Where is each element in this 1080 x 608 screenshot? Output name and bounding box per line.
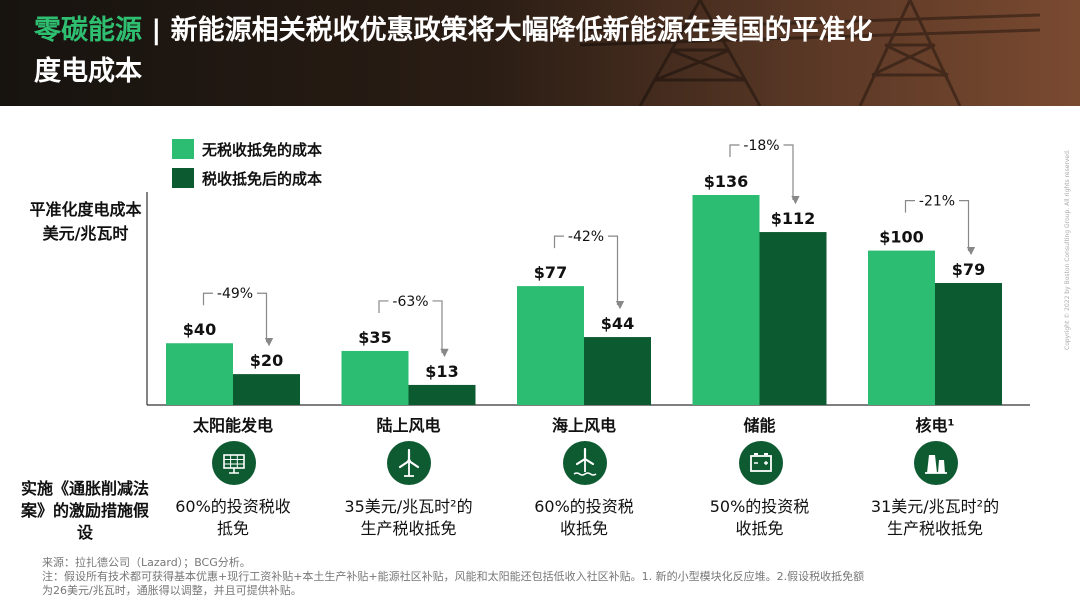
policy-line1-4: 31美元/兆瓦时²的 bbox=[870, 497, 1000, 516]
bar-after-0 bbox=[233, 374, 300, 405]
title-separator: | bbox=[142, 15, 171, 46]
value-label-before-0: $40 bbox=[183, 320, 216, 339]
category-label-4: 核电¹ bbox=[915, 416, 955, 435]
value-label-after-1: $13 bbox=[425, 362, 458, 381]
policy-text-4: 31美元/兆瓦时²的 生产税收抵免 bbox=[850, 496, 1020, 540]
policy-line2-4: 生产税收抵免 bbox=[886, 519, 983, 538]
change-label-4: -21% bbox=[919, 194, 955, 210]
bar-before-4 bbox=[868, 250, 935, 405]
legend-item-before: 无税收抵免的成本 bbox=[172, 138, 322, 160]
policy-line1-0: 60%的投资税收 bbox=[175, 497, 291, 516]
legend-item-after: 税收抵免后的成本 bbox=[172, 167, 322, 189]
value-label-before-2: $77 bbox=[534, 263, 567, 282]
bar-before-0 bbox=[166, 343, 233, 405]
value-label-after-0: $20 bbox=[250, 351, 283, 370]
change-label-bg-0 bbox=[213, 284, 257, 303]
y-axis-label: 平准化度电成本 美元/兆瓦时 bbox=[8, 198, 163, 246]
bar-chart: $40 $20 -49% $35 $13 -63% $77 $44 -42% $136 $112 -1… bbox=[146, 136, 1030, 406]
title-line2: 度电成本 bbox=[34, 56, 142, 87]
policy-line1-3: 50%的投资税 bbox=[709, 497, 810, 516]
value-label-before-1: $35 bbox=[358, 328, 391, 347]
bar-before-1 bbox=[341, 350, 409, 405]
change-label-bg-3 bbox=[739, 136, 784, 154]
legend-label-after: 税收抵免后的成本 bbox=[202, 169, 323, 188]
page-title: 零碳能源 | 新能源相关税收优惠政策将大幅降低新能源在美国的平准化 度电成本 bbox=[34, 10, 1034, 92]
footer-source: 来源：拉扎德公司（Lazard）；BCG分析。 bbox=[42, 556, 251, 569]
change-label-0: -49% bbox=[217, 286, 253, 302]
policy-text-3: 50%的投资税 收抵免 bbox=[675, 496, 845, 540]
policy-line2-2: 收抵免 bbox=[559, 519, 608, 538]
legend-swatch-before bbox=[172, 139, 194, 159]
category-label-0: 太阳能发电 bbox=[192, 416, 273, 435]
copyright-text: Copyright © 2022 by Boston Consulting Gr… bbox=[1064, 149, 1071, 350]
change-label-bg-4 bbox=[915, 191, 959, 210]
footer-note-2: 为26美元/兆瓦时，通胀得以调整，并且可提供补贴。 bbox=[42, 584, 302, 597]
policy-text-2: 60%的投资税 收抵免 bbox=[499, 496, 669, 540]
footer-notes: 来源：拉扎德公司（Lazard）；BCG分析。 注：假设所有技术都可获得基本优惠… bbox=[42, 556, 1042, 598]
solar-panel-icon bbox=[212, 441, 256, 485]
policy-line2-0: 抵免 bbox=[216, 519, 249, 538]
change-label-2: -42% bbox=[568, 229, 604, 245]
transmission-tower-icon bbox=[580, 0, 1040, 106]
battery-storage-icon bbox=[739, 441, 783, 485]
policy-text-0: 60%的投资税收 抵免 bbox=[148, 496, 318, 540]
value-label-before-3: $136 bbox=[704, 172, 749, 191]
offshore-wind-icon bbox=[563, 441, 607, 485]
value-label-after-3: $112 bbox=[771, 209, 816, 228]
policy-line1-2: 60%的投资税 bbox=[534, 497, 634, 516]
assumption-label: 实施《通胀削减法案》的激励措施假设 bbox=[20, 479, 149, 542]
policy-line1-1: 35美元/兆瓦时²的 bbox=[344, 497, 473, 516]
bar-after-1 bbox=[408, 384, 476, 405]
header-banner: 零碳能源 | 新能源相关税收优惠政策将大幅降低新能源在美国的平准化 度电成本 bbox=[0, 0, 1080, 106]
title-line1: 新能源相关税收优惠政策将大幅降低新能源在美国的平准化 bbox=[170, 15, 873, 46]
bar-after-3 bbox=[759, 232, 827, 405]
category-label-2: 海上风电 bbox=[551, 416, 616, 435]
bar-after-4 bbox=[935, 283, 1002, 405]
bar-before-2 bbox=[517, 286, 584, 405]
legend-swatch-after bbox=[172, 168, 194, 188]
category-label-1: 陆上风电 bbox=[376, 416, 441, 435]
wind-turbine-icon bbox=[387, 441, 431, 485]
change-label-bg-1 bbox=[388, 291, 433, 310]
bar-before-3 bbox=[692, 195, 760, 405]
legend-label-before: 无税收抵免的成本 bbox=[202, 140, 323, 159]
policy-text-1: 35美元/兆瓦时²的 生产税收抵免 bbox=[324, 496, 494, 540]
category-label-3: 储能 bbox=[743, 416, 776, 435]
change-label-3: -18% bbox=[743, 138, 779, 154]
value-label-after-4: $79 bbox=[952, 260, 985, 279]
change-label-1: -63% bbox=[392, 294, 428, 310]
bar-after-2 bbox=[584, 337, 651, 405]
y-axis-label-line2: 美元/兆瓦时 bbox=[42, 224, 129, 243]
change-label-bg-2 bbox=[564, 227, 608, 246]
policy-line2-1: 生产税收抵免 bbox=[360, 519, 457, 538]
value-label-after-2: $44 bbox=[601, 314, 634, 333]
nuclear-plant-icon bbox=[914, 441, 958, 485]
policy-line2-3: 收抵免 bbox=[735, 519, 784, 538]
value-label-before-4: $100 bbox=[879, 228, 924, 247]
footer-note-1: 注：假设所有技术都可获得基本优惠+现行工资补贴+本土生产补贴+能源社区补贴，风能… bbox=[42, 570, 865, 583]
y-axis-label-line1: 平准化度电成本 bbox=[29, 200, 142, 219]
title-accent: 零碳能源 bbox=[34, 15, 142, 46]
